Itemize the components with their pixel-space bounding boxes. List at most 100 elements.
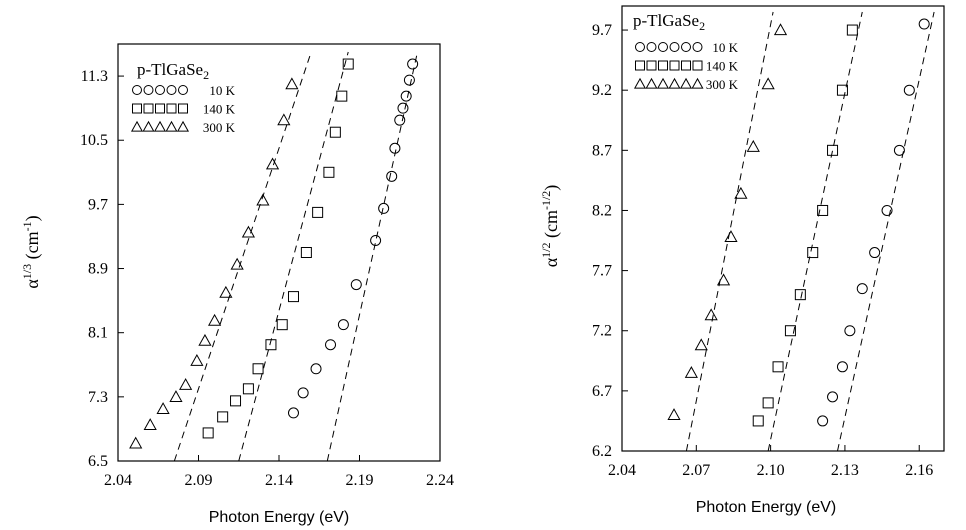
y-tick-label: 7.3 — [88, 389, 108, 406]
y-tick-label: 10.5 — [80, 132, 108, 149]
data-point-triangle — [704, 308, 718, 321]
legend-marker-triangle — [656, 77, 670, 89]
data-point-circle — [403, 74, 415, 86]
legend-label: 10 K — [209, 83, 235, 98]
x-tick-label: 2.16 — [905, 462, 933, 479]
legend-marker-triangle — [645, 77, 658, 89]
data-point-circle — [297, 387, 309, 399]
data-point-circle — [827, 391, 839, 403]
legend-marker-circle — [669, 42, 680, 52]
x-tick-label: 2.14 — [265, 472, 293, 489]
legend-marker-circle — [178, 85, 188, 95]
legend-title-left: p-TlGaSe2 — [137, 60, 209, 82]
data-point-square — [807, 247, 819, 259]
data-point-circle — [325, 339, 337, 351]
data-point-triangle — [230, 257, 244, 270]
legend-label: 300 K — [203, 120, 236, 135]
fit-line — [173, 51, 312, 461]
data-point-triangle — [285, 77, 299, 90]
data-point-circle — [310, 363, 322, 375]
data-point-circle — [400, 90, 412, 102]
legend-marker-circle — [155, 85, 165, 95]
data-point-circle — [378, 202, 390, 214]
data-point-circle — [918, 18, 930, 30]
data-point-triangle — [241, 225, 256, 238]
y-axis-title-right: α1/2 (cm-1/2) — [539, 185, 562, 268]
x-ticks-left: 2.04 2.09 2.14 2.19 2.24 — [104, 455, 454, 489]
y-tick-label: 7.2 — [592, 323, 612, 340]
y-tick-label: 8.7 — [592, 142, 612, 159]
data-point-triangle — [190, 353, 204, 366]
data-point-square — [230, 395, 242, 407]
data-point-triangle — [256, 193, 270, 206]
data-point-triangle — [694, 338, 708, 351]
data-point-square — [265, 339, 277, 351]
data-point-triangle — [219, 285, 233, 298]
fit-lines-left — [173, 51, 418, 461]
data-point-circle — [844, 325, 856, 337]
data-point-square — [287, 291, 299, 303]
data-point-triangle — [724, 230, 738, 243]
data-point-triangle — [208, 313, 222, 326]
legend-label: 140 K — [706, 59, 739, 74]
x-tick-label: 2.24 — [426, 472, 454, 489]
x-tick-label: 2.10 — [757, 462, 785, 479]
legend-marker-circle — [635, 42, 645, 52]
plot-frame-right — [621, 5, 945, 452]
y-ticks-right: 6.2 6.7 7.2 7.7 8.2 8.7 9.2 9.7 — [592, 22, 628, 460]
data-point-circle — [836, 361, 848, 373]
legend-marker-square — [692, 60, 703, 71]
data-point-circle — [869, 247, 881, 259]
data-point-square — [762, 397, 774, 409]
data-point-circle — [817, 415, 829, 427]
y-tick-label: 8.1 — [88, 325, 108, 342]
data-point-circle — [407, 58, 419, 70]
data-point-square — [342, 58, 354, 70]
legend-marker-circle — [646, 42, 657, 52]
y-tick-label: 9.7 — [592, 22, 612, 39]
legend-label: 140 K — [203, 102, 236, 117]
data-point-circle — [903, 84, 915, 96]
x-tick-label: 2.19 — [346, 472, 374, 489]
fit-line — [238, 51, 349, 461]
legend-marker-triangle — [633, 77, 647, 89]
data-point-triangle — [129, 436, 143, 449]
x-ticks-right: 2.04 2.07 2.10 2.13 2.16 — [608, 445, 933, 479]
data-point-triangle — [761, 77, 775, 90]
data-point-square — [323, 166, 335, 178]
data-point-square — [252, 363, 264, 375]
data-point-triangle — [716, 273, 731, 286]
data-point-circle — [397, 102, 409, 114]
legend-rows-left: 10 K 140 K 300 K — [130, 83, 236, 135]
legend-marker-circle — [143, 85, 154, 95]
legend-marker-triangle — [691, 77, 704, 89]
data-point-circle — [394, 114, 406, 126]
data-point-square — [784, 325, 796, 337]
y-tick-label: 7.7 — [592, 263, 612, 280]
fit-line — [837, 11, 935, 451]
fit-line — [685, 11, 774, 451]
x-tick-label: 2.04 — [608, 462, 636, 479]
y-tick-label: 8.9 — [88, 261, 108, 278]
legend-marker-circle — [166, 85, 177, 95]
legend-marker-triangle — [165, 120, 178, 132]
legend-marker-circle — [132, 85, 142, 95]
fit-line — [767, 11, 863, 451]
data-point-circle — [881, 204, 893, 216]
legend-marker-triangle — [153, 120, 167, 132]
data-point-circle — [337, 319, 349, 331]
plot-frame-left — [117, 43, 441, 462]
legend-left: p-TlGaSe2 10 K 140 K 300 K — [130, 60, 236, 135]
legend-marker-triangle — [668, 77, 681, 89]
legend-marker-square — [155, 103, 165, 114]
data-point-square — [202, 427, 214, 439]
legend-marker-triangle — [142, 120, 155, 132]
data-point-circle — [856, 283, 868, 295]
legend-marker-square — [166, 103, 177, 114]
legend-marker-square — [646, 60, 657, 71]
data-point-triangle — [169, 390, 183, 402]
legend-marker-circle — [692, 42, 703, 52]
legend-marker-square — [681, 60, 691, 71]
x-axis-title-right: Photon Energy (eV) — [696, 499, 837, 516]
